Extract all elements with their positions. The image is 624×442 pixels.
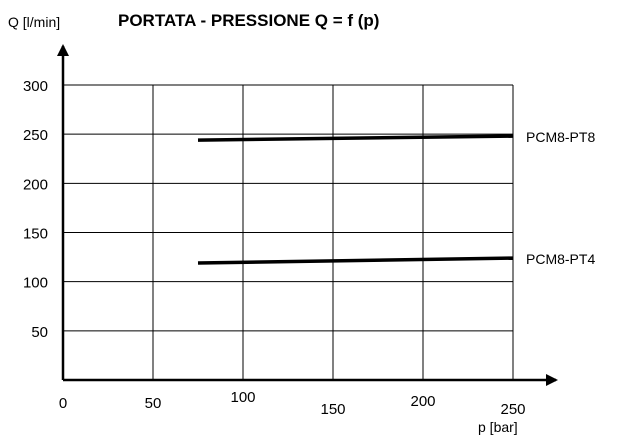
axes	[57, 44, 558, 386]
y-tick-label: 50	[31, 324, 48, 341]
y-tick-label: 150	[23, 226, 48, 243]
series-label: PCM8-PT4	[526, 251, 595, 267]
tick-labels: 0 50 100 150 200 250 50 100 150 200 250 300	[23, 78, 526, 418]
x-tick-label: 250	[500, 401, 525, 418]
series-label: PCM8-PT8	[526, 129, 595, 145]
x-axis-label: p [bar]	[478, 419, 518, 435]
series-line-pcm8-pt4	[197, 256, 514, 265]
x-tick-label: 100	[230, 389, 255, 406]
x-tick-label: 150	[320, 401, 345, 418]
y-tick-label: 100	[23, 275, 48, 292]
series-line-pcm8-pt8	[197, 134, 514, 142]
y-axis-label: Q [l/min]	[8, 14, 60, 30]
x-tick-label: 50	[145, 395, 162, 412]
chart-title: PORTATA - PRESSIONE Q = f (p)	[118, 11, 379, 30]
x-tick-label: 0	[59, 395, 67, 412]
x-tick-label: 200	[410, 393, 435, 410]
series: PCM8-PT8 PCM8-PT4	[197, 129, 595, 267]
y-tick-label: 300	[23, 78, 48, 95]
y-tick-label: 200	[23, 176, 48, 193]
y-tick-label: 250	[23, 127, 48, 144]
grid	[63, 84, 514, 380]
